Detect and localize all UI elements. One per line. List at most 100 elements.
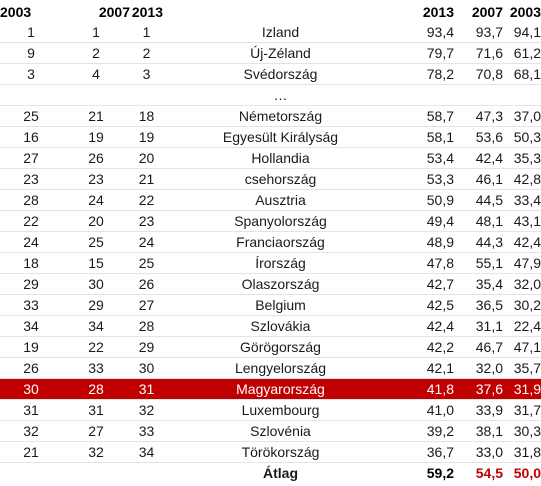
value-2007: 48,1 <box>475 213 503 229</box>
value-2013: 47,8 <box>426 255 454 271</box>
value-2007: 42,4 <box>475 150 503 166</box>
value-2007: 70,8 <box>475 66 503 82</box>
table-row: 22 20 23 Spanyolország 49,4 48,1 43,1 <box>0 211 541 232</box>
country-name: Görögország <box>240 339 321 355</box>
ellipsis-empty-cell <box>0 85 62 106</box>
rank-2003: 19 <box>23 339 39 355</box>
rank-2007: 4 <box>92 66 100 82</box>
value-2013: 39,2 <box>426 423 454 439</box>
value-2003: 61,2 <box>513 45 541 61</box>
value-2003: 94,1 <box>513 24 541 40</box>
rank-2003: 30 <box>23 381 39 397</box>
rank-2013: 28 <box>138 318 155 334</box>
rank-2013: 26 <box>138 276 155 292</box>
country-name: Svédország <box>243 66 318 82</box>
rank-2003: 18 <box>23 255 39 271</box>
value-2003: 50,3 <box>513 129 541 145</box>
rank-2013: 3 <box>142 66 151 82</box>
value-2007: 35,4 <box>475 276 503 292</box>
ellipsis-empty-cell <box>454 85 503 106</box>
value-2013: 41,0 <box>426 402 454 418</box>
rank-2013: 18 <box>138 108 155 124</box>
rank-2003: 24 <box>23 234 39 250</box>
average-value-2013: 59,2 <box>426 465 454 481</box>
value-2013: 42,5 <box>426 297 454 313</box>
value-2003: 31,8 <box>513 444 541 460</box>
table-row: 27 26 20 Hollandia 53,4 42,4 35,3 <box>0 148 541 169</box>
rank-2003: 9 <box>27 45 35 61</box>
header-value-2013: 2013 <box>422 4 454 20</box>
rank-2007: 34 <box>88 318 104 334</box>
country-name: Lengyelország <box>234 360 327 376</box>
rank-2007: 2 <box>92 45 100 61</box>
rank-2013: 32 <box>138 402 155 418</box>
value-2003: 30,3 <box>513 423 541 439</box>
rank-2007: 27 <box>88 423 104 439</box>
ellipsis-row: … <box>0 85 541 106</box>
country-name: Törökország <box>241 444 320 460</box>
header-country <box>163 2 398 22</box>
header-value-2003: 2003 <box>509 4 541 20</box>
country-name: Olaszország <box>241 276 320 292</box>
average-empty-1 <box>0 463 62 484</box>
rank-2003: 3 <box>27 66 35 82</box>
table-row: 9 2 2 Új-Zéland 79,7 71,6 61,2 <box>0 43 541 64</box>
value-2013: 58,1 <box>426 129 454 145</box>
value-2013: 41,8 <box>426 381 454 397</box>
rank-2013: 34 <box>138 444 155 460</box>
rank-2003: 32 <box>23 423 39 439</box>
rank-2013: 33 <box>138 423 155 439</box>
rank-2003: 16 <box>23 129 39 145</box>
country-name: csehország <box>244 171 317 187</box>
rank-2003: 31 <box>23 402 39 418</box>
table-row: 1 1 1 Izland 93,4 93,7 94,1 <box>0 22 541 43</box>
value-2013: 58,7 <box>426 108 454 124</box>
rank-2007: 21 <box>88 108 104 124</box>
header-rank-2013: 2013 <box>131 4 163 20</box>
rank-2003: 1 <box>27 24 35 40</box>
value-2003: 47,1 <box>513 339 541 355</box>
header-row: 2003 2007 2013 2013 2007 2003 <box>0 2 541 22</box>
country-name: Szlovákia <box>250 318 311 334</box>
table-row: 19 22 29 Görögország 42,2 46,7 47,1 <box>0 337 541 358</box>
rank-2013: 21 <box>138 171 155 187</box>
value-2003: 43,1 <box>513 213 541 229</box>
value-2013: 79,7 <box>426 45 454 61</box>
value-2007: 31,1 <box>475 318 503 334</box>
value-2007: 93,7 <box>475 24 503 40</box>
country-name: Németország <box>238 108 323 124</box>
value-2007: 46,7 <box>475 339 503 355</box>
value-2013: 36,7 <box>426 444 454 460</box>
table-row: 18 15 25 Írország 47,8 55,1 47,9 <box>0 253 541 274</box>
value-2007: 37,6 <box>475 381 503 397</box>
table-row: 34 34 28 Szlovákia 42,4 31,1 22,4 <box>0 316 541 337</box>
table-body: 1 1 1 Izland 93,4 93,7 94,1 9 2 2 Új-Zéland 79,7 71,… <box>0 22 541 463</box>
table-row: 29 30 26 Olaszország 42,7 35,4 32,0 <box>0 274 541 295</box>
value-2007: 33,9 <box>475 402 503 418</box>
value-2003: 35,7 <box>513 360 541 376</box>
table-row: 32 27 33 Szlovénia 39,2 38,1 30,3 <box>0 421 541 442</box>
rank-2013: 23 <box>138 213 155 229</box>
country-name: Magyarország <box>236 381 325 397</box>
value-2003: 32,0 <box>513 276 541 292</box>
ellipsis-empty-cell <box>398 85 454 106</box>
rank-2013: 27 <box>138 297 155 313</box>
value-2013: 42,4 <box>426 318 454 334</box>
country-name: Írország <box>255 255 306 271</box>
rank-2007: 31 <box>88 402 104 418</box>
rank-2003: 29 <box>23 276 39 292</box>
average-empty-3 <box>130 463 163 484</box>
value-2003: 42,8 <box>513 171 541 187</box>
value-2007: 44,3 <box>475 234 503 250</box>
value-2007: 38,1 <box>475 423 503 439</box>
value-2007: 71,6 <box>475 45 503 61</box>
value-2013: 78,2 <box>426 66 454 82</box>
rank-2007: 24 <box>88 192 104 208</box>
value-2003: 31,9 <box>513 381 541 397</box>
table-row: 33 29 27 Belgium 42,5 36,5 30,2 <box>0 295 541 316</box>
value-2003: 47,9 <box>513 255 541 271</box>
country-name: Egyesült Királyság <box>222 129 339 145</box>
value-2013: 48,9 <box>426 234 454 250</box>
ellipsis-marker: … <box>273 87 288 103</box>
